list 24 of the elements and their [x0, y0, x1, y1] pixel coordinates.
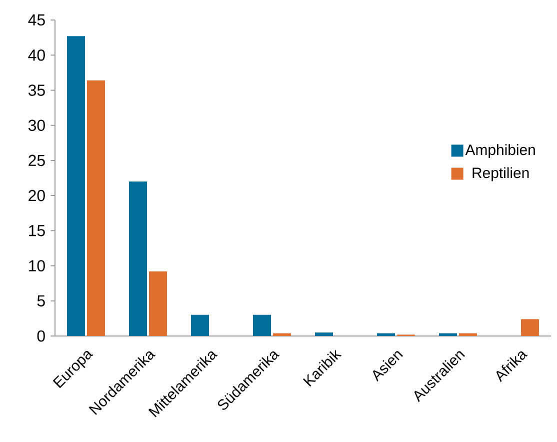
- y-tick-label: 45: [28, 14, 45, 26]
- bar: [272, 333, 291, 336]
- bar: [67, 36, 86, 336]
- y-tick-label: 10: [29, 260, 45, 272]
- bar: [377, 333, 396, 336]
- y-tick-label: 20: [28, 190, 45, 202]
- bar: [520, 319, 539, 336]
- bar: [86, 80, 105, 336]
- bar: [129, 182, 148, 336]
- legend-label: Reptilien: [472, 167, 529, 182]
- y-tick-label: 15: [29, 225, 45, 236]
- bar: [148, 271, 167, 336]
- y-tick-label: 0: [37, 330, 45, 342]
- y-tick-label: 30: [28, 120, 45, 131]
- legend-label: Amphibien: [465, 144, 535, 158]
- y-tick-label: 25: [28, 154, 45, 166]
- bar: [458, 333, 477, 336]
- y-tick-label: 40: [28, 49, 45, 61]
- bar: [191, 314, 210, 336]
- bar: [439, 333, 458, 336]
- bar: [253, 314, 272, 336]
- bar: [315, 332, 334, 336]
- y-tick-label: 35: [28, 84, 45, 96]
- y-tick-label: 5: [37, 295, 45, 306]
